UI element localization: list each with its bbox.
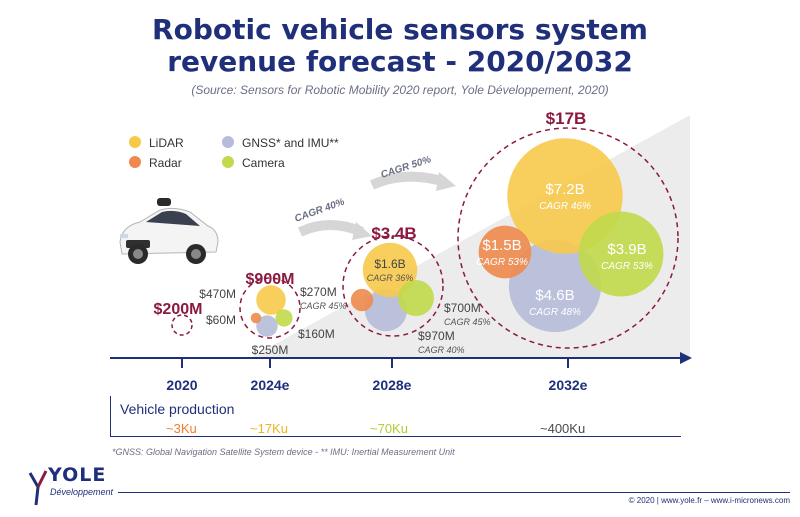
- title-line-2: revenue forecast - 2020/2032: [167, 45, 633, 78]
- vehicle-production-2024: ~17Ku: [250, 421, 288, 436]
- legend-swatch-3: [222, 156, 234, 168]
- cagr-label-gnss_imu-2032e: CAGR 48%: [529, 307, 581, 318]
- title-line-1: Robotic vehicle sensors system: [152, 13, 648, 46]
- cagr-label-camera-2028e: CAGR 45%: [444, 317, 491, 327]
- legend-label-1: Radar: [149, 156, 182, 170]
- logo-subtitle: Développement: [50, 487, 114, 497]
- bubble-gnss_imu-2024e: [256, 315, 278, 337]
- bubble-radar-2024e: [250, 312, 262, 324]
- legend-label-0: LiDAR: [149, 136, 184, 150]
- vehicle-production-label: Vehicle production: [120, 401, 235, 417]
- value-label-gnss_imu-2032e: $4.6B: [535, 287, 574, 304]
- value-label-gnss_imu-2024e: $250M: [252, 343, 289, 357]
- year-label-2020: 2020: [166, 377, 197, 393]
- value-label-lidar-2032e: $7.2B: [545, 181, 584, 198]
- total-label-2028e: $3.4B: [371, 224, 416, 243]
- cagr-arrow-2: CAGR 50%: [369, 154, 456, 191]
- total-ring-2020: [171, 314, 193, 336]
- cagr-label-lidar-2028e: CAGR 36%: [367, 273, 414, 283]
- value-label-gnss_imu-2028e: $970M: [418, 329, 455, 343]
- legend-label-3: Camera: [242, 156, 285, 170]
- bubble-camera-2028e: [398, 280, 434, 316]
- legend-swatch-2: [222, 136, 234, 148]
- value-label-lidar-2028e: $1.6B: [374, 257, 405, 271]
- bubble-camera-2032e: [578, 211, 664, 297]
- cagr-arrow-1: CAGR 40%: [293, 197, 372, 240]
- cagr-label-lidar-2032e: CAGR 46%: [539, 201, 591, 212]
- year-label-2024e: 2024e: [251, 377, 290, 393]
- value-label-radar-2032e: $1.5B: [482, 237, 521, 254]
- year-label-2028e: 2028e: [373, 377, 412, 393]
- value-label-camera-2032e: $3.9B: [607, 241, 646, 258]
- total-ring-2028e: [342, 235, 444, 337]
- footer-divider: [118, 492, 790, 493]
- value-label-radar-2028e: $270M: [300, 285, 337, 299]
- source-note: (Source: Sensors for Robotic Mobility 20…: [191, 83, 609, 97]
- value-label-camera-2028e: $700M: [444, 301, 481, 315]
- bubble-camera-2024e: [275, 309, 293, 327]
- vehicle-production-2020: ~3Ku: [166, 421, 197, 436]
- total-label-2024e: $900M: [246, 271, 295, 288]
- yole-logo-icon: [28, 470, 48, 506]
- timeline-arrowhead: [680, 352, 692, 364]
- legend-swatch-0: [129, 136, 141, 148]
- value-label-lidar-2024e: $470M: [199, 287, 236, 301]
- value-label-camera-2024e: $160M: [298, 327, 335, 341]
- cagr-label-gnss_imu-2028e: CAGR 40%: [418, 345, 465, 355]
- bubble-lidar-2028e: [362, 242, 418, 298]
- vehicle-production-box: [110, 396, 681, 437]
- vehicle-production-2028: ~70Ku: [370, 421, 408, 436]
- total-label-2020: $200M: [154, 301, 203, 318]
- vehicle-production-2032: ~400Ku: [540, 421, 586, 436]
- legend-swatch-1: [129, 156, 141, 168]
- total-ring-2024e: [239, 277, 301, 339]
- bubble-gnss_imu-2028e: [364, 288, 408, 332]
- copyright: © 2020 | www.yole.fr – www.i-micronews.c…: [628, 496, 790, 505]
- legend-label-2: GNSS* and IMU**: [242, 136, 339, 150]
- total-ring-2032e: [457, 127, 679, 349]
- value-label-radar-2024e: $60M: [206, 313, 236, 327]
- legend: LiDAR Radar GNSS* and IMU** Camera: [129, 136, 339, 170]
- chart-title: Robotic vehicle sensors system revenue f…: [0, 14, 800, 78]
- bubble-radar-2028e: [350, 288, 374, 312]
- logo-wordmark: YOLE: [48, 464, 107, 486]
- robotic-car-image: [119, 198, 219, 264]
- bubble-lidar-2024e: [256, 285, 286, 315]
- cagr-label-radar-2032e: CAGR 53%: [476, 257, 528, 268]
- bubble-gnss_imu-2032e: [508, 239, 602, 333]
- footnote: *GNSS: Global Navigation Satellite Syste…: [112, 447, 455, 457]
- cagr-label-radar-2028e: CAGR 45%: [300, 301, 347, 311]
- cagr-label-camera-2032e: CAGR 53%: [601, 261, 653, 272]
- total-label-2032e: $17B: [546, 109, 587, 128]
- bubble-radar-2032e: [478, 225, 532, 279]
- year-label-2032e: 2032e: [549, 377, 588, 393]
